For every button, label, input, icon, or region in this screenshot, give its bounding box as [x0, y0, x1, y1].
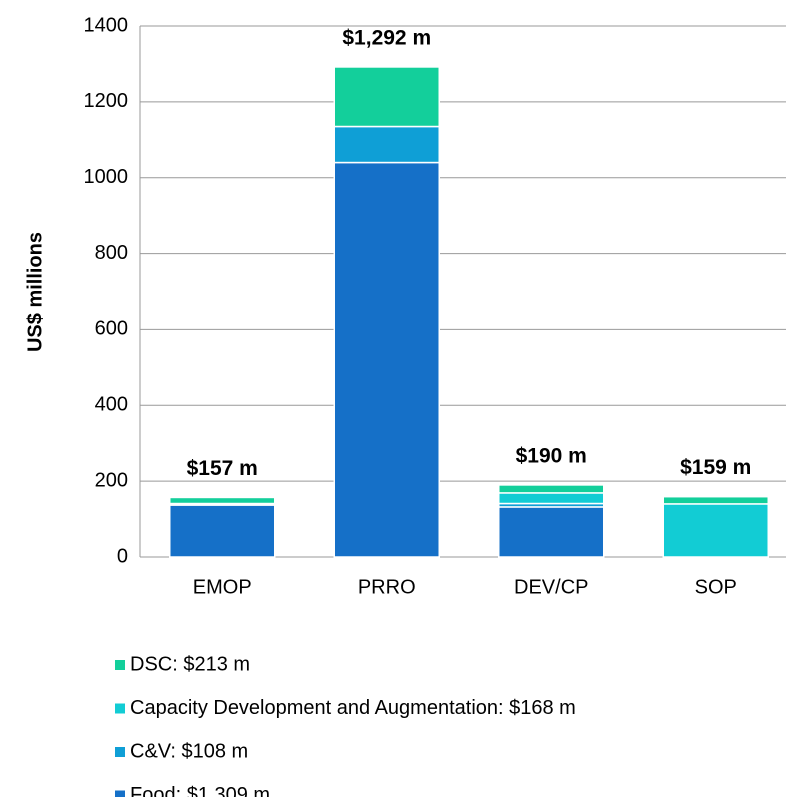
y-tick-label: 1200 — [84, 90, 129, 112]
x-tick-label: SOP — [695, 576, 737, 598]
y-tick-label: 800 — [95, 242, 128, 264]
legend-swatch — [115, 660, 125, 670]
legend-label: Capacity Development and Augmentation: $… — [130, 697, 576, 719]
bar-segment — [662, 495, 769, 505]
bar-segment — [498, 506, 605, 558]
legend-swatch — [115, 790, 125, 797]
bar-segment — [169, 504, 276, 558]
legend-label: C&V: $108 m — [130, 740, 248, 762]
bar-segment — [333, 66, 440, 128]
y-axis-label: US$ millions — [24, 232, 46, 352]
y-tick-label: 1400 — [84, 14, 129, 36]
y-tick-label: 0 — [117, 545, 128, 567]
total-label: $190 m — [516, 444, 587, 467]
total-label: $159 m — [680, 456, 751, 479]
bar-segment — [498, 492, 605, 505]
legend-swatch — [115, 747, 125, 757]
total-label: $1,292 m — [342, 27, 431, 50]
legend-label: Food: $1,309 m — [130, 784, 270, 797]
legend-label: DSC: $213 m — [130, 653, 250, 675]
bar-segment — [333, 125, 440, 164]
x-tick-label: DEV/CP — [514, 576, 588, 598]
bar-segment — [169, 496, 276, 505]
x-tick-label: EMOP — [193, 576, 252, 598]
y-tick-label: 600 — [95, 318, 128, 340]
bar-segment — [498, 484, 605, 494]
bar-segment — [333, 161, 440, 558]
legend-swatch — [115, 703, 125, 714]
y-tick-label: 1000 — [84, 166, 129, 188]
y-tick-label: 400 — [95, 394, 128, 416]
bar-segment — [662, 503, 769, 558]
total-label: $157 m — [187, 457, 258, 480]
x-tick-label: PRRO — [358, 576, 416, 598]
y-tick-label: 200 — [95, 469, 128, 491]
